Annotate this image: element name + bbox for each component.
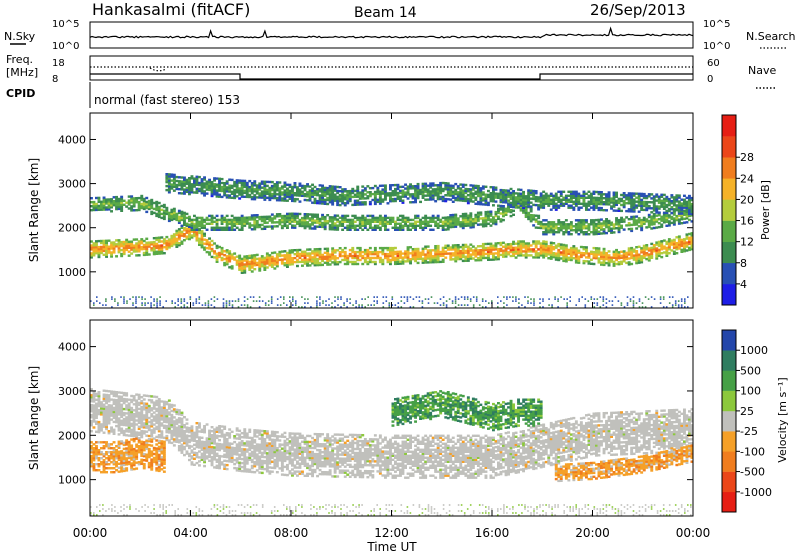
velocity-cbar-label: 100 bbox=[740, 385, 761, 398]
power-cbar-swatch bbox=[722, 263, 736, 284]
velocity-cbar-label: -25 bbox=[740, 425, 758, 438]
power-cbar-swatch bbox=[722, 115, 736, 136]
power-cbar-label: 24 bbox=[740, 172, 754, 185]
nave-tick-top: 60 bbox=[707, 58, 720, 69]
nave-tick-bottom: 0 bbox=[707, 74, 713, 85]
power-cbar-swatch bbox=[722, 221, 736, 242]
power-cbar-swatch bbox=[722, 242, 736, 263]
cpid-panel: CPID normal (fast stereo) 153 bbox=[6, 82, 240, 108]
freq-label: Freq. bbox=[6, 53, 33, 66]
velocity-colorbar: -1000 -500 -100 -25 25 100 500 1000 Velocity [m… bbox=[722, 330, 789, 512]
x-tick-label: 00:00 bbox=[73, 526, 108, 540]
velocity-ylabel: Slant Range [km] bbox=[27, 366, 41, 470]
nsky-label: N.Sky bbox=[4, 30, 36, 43]
velocity-cbar-label: -100 bbox=[740, 445, 765, 458]
power-colorbar: 4 8 12 16 20 24 28 Power [dB] bbox=[722, 115, 772, 305]
x-tick-label: 16:00 bbox=[475, 526, 510, 540]
velocity-heatmap bbox=[90, 388, 693, 516]
x-tick-label: 00:00 bbox=[676, 526, 711, 540]
x-tick-label: 04:00 bbox=[173, 526, 208, 540]
cpid-text: normal (fast stereo) 153 bbox=[94, 93, 240, 107]
power-cbar-label: 16 bbox=[740, 215, 754, 228]
power-heatmap bbox=[90, 173, 693, 308]
velocity-cbar-swatch bbox=[722, 391, 736, 412]
velocity-colorbar-title: Velocity [m s⁻¹] bbox=[776, 377, 789, 462]
power-ylabel: Slant Range [km] bbox=[27, 158, 41, 262]
power-band-top bbox=[165, 173, 693, 215]
freq-tick-top: 18 bbox=[52, 58, 65, 69]
power-cbar-swatch bbox=[722, 157, 736, 178]
noise-tick-bottom-right: 10^0 bbox=[703, 41, 730, 52]
velocity-cbar-swatch bbox=[722, 411, 736, 432]
velocity-cbar-swatch bbox=[722, 472, 736, 493]
velocity-y-tick-label: 3000 bbox=[58, 385, 86, 398]
velocity-cbar-label: 500 bbox=[740, 364, 761, 377]
noise-tick-top-right: 10^5 bbox=[703, 19, 730, 30]
x-tick-label: 20:00 bbox=[575, 526, 610, 540]
velocity-cbar-swatch bbox=[722, 330, 736, 351]
power-cbar-label: 4 bbox=[740, 278, 747, 291]
noise-tick-bottom: 10^0 bbox=[52, 41, 79, 52]
velocity-near-range-scatter bbox=[90, 504, 692, 516]
power-cbar-swatch bbox=[722, 284, 736, 305]
power-near-range-scatter bbox=[90, 296, 689, 308]
velocity-cbar-swatch bbox=[722, 451, 736, 472]
power-cbar-label: 12 bbox=[740, 236, 754, 249]
nsearch-label: N.Search bbox=[746, 30, 796, 43]
power-cbar-swatch bbox=[722, 136, 736, 157]
power-panel: 1000 2000 3000 4000 Slant Range [km] bbox=[27, 113, 693, 308]
noise-sky-line bbox=[90, 28, 693, 37]
freq-tick-bottom: 8 bbox=[52, 74, 58, 85]
velocity-band-ionospheric bbox=[392, 390, 543, 431]
velocity-y-tick-label: 1000 bbox=[58, 474, 86, 487]
velocity-cbar-label: -1000 bbox=[740, 486, 772, 499]
velocity-panel: 1000 2000 3000 4000 Slant Range [km] bbox=[27, 320, 693, 516]
velocity-y-tick-label: 4000 bbox=[58, 341, 86, 354]
velocity-cbar-swatch bbox=[722, 492, 736, 513]
velocity-cbar-label: 1000 bbox=[740, 344, 768, 357]
power-cbar-swatch bbox=[722, 178, 736, 199]
velocity-cbar-label: 25 bbox=[740, 405, 754, 418]
velocity-cbar-swatch bbox=[722, 370, 736, 391]
freq-panel: Freq. [MHz] 18 8 60 0 Nave bbox=[6, 53, 776, 88]
velocity-cbar-swatch bbox=[722, 431, 736, 452]
x-axis-label: Time UT bbox=[366, 540, 417, 554]
power-cbar-label: 28 bbox=[740, 151, 754, 164]
power-colorbar-title: Power [dB] bbox=[759, 180, 772, 240]
power-y-tick-label: 1000 bbox=[58, 266, 86, 279]
velocity-y-tick-label: 2000 bbox=[58, 429, 86, 442]
velocity-cbar-label: -500 bbox=[740, 466, 765, 479]
power-cbar-swatch bbox=[722, 199, 736, 220]
power-cbar-label: 20 bbox=[740, 193, 754, 206]
nave-label: Nave bbox=[748, 64, 776, 77]
x-tick-label: 08:00 bbox=[274, 526, 309, 540]
power-y-tick-label: 3000 bbox=[58, 178, 86, 191]
noise-tick-top: 10^5 bbox=[52, 19, 79, 30]
power-cbar-label: 8 bbox=[740, 257, 747, 270]
date-label: 26/Sep/2013 bbox=[590, 1, 686, 19]
power-y-tick-label: 4000 bbox=[58, 133, 86, 146]
station-title: Hankasalmi (fitACF) bbox=[92, 0, 250, 19]
x-tick-label: 12:00 bbox=[374, 526, 409, 540]
noise-panel: N.Sky 10^5 10^0 10^5 10^0 N.Search bbox=[4, 19, 796, 52]
velocity-band-morning bbox=[90, 437, 166, 473]
freq-unit-label: [MHz] bbox=[6, 66, 38, 79]
beam-label: Beam 14 bbox=[354, 5, 417, 21]
velocity-cbar-swatch bbox=[722, 350, 736, 371]
power-y-tick-label: 2000 bbox=[58, 222, 86, 235]
cpid-label: CPID bbox=[6, 87, 35, 100]
